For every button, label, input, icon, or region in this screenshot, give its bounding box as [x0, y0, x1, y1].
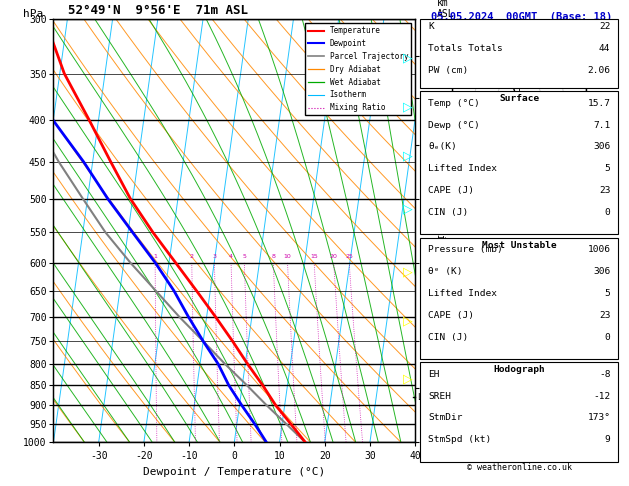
- Text: hPa: hPa: [23, 9, 43, 18]
- Text: Totals Totals: Totals Totals: [428, 44, 503, 53]
- X-axis label: Dewpoint / Temperature (°C): Dewpoint / Temperature (°C): [143, 467, 325, 477]
- Text: 306: 306: [593, 142, 610, 152]
- Text: 20: 20: [330, 254, 338, 259]
- Text: 15: 15: [310, 254, 318, 259]
- Text: 0: 0: [604, 208, 610, 217]
- Text: CIN (J): CIN (J): [428, 332, 469, 342]
- Text: 4: 4: [229, 254, 233, 259]
- Text: 22: 22: [599, 22, 610, 32]
- Text: 2: 2: [190, 254, 194, 259]
- Bar: [420, 19, 618, 88]
- Text: 10: 10: [284, 254, 291, 259]
- Text: -8: -8: [599, 370, 610, 379]
- Text: 8: 8: [271, 254, 276, 259]
- Text: ▷: ▷: [403, 373, 413, 385]
- Text: 3: 3: [213, 254, 216, 259]
- Text: Temp (°C): Temp (°C): [428, 99, 480, 108]
- Text: Most Unstable: Most Unstable: [482, 241, 557, 250]
- Text: 7.1: 7.1: [593, 121, 610, 130]
- Text: Lifted Index: Lifted Index: [428, 289, 497, 298]
- Text: LCL: LCL: [418, 393, 432, 402]
- Text: kt: kt: [452, 22, 462, 32]
- Text: 1006: 1006: [587, 245, 610, 254]
- Text: ▷: ▷: [403, 203, 413, 215]
- Text: CAPE (J): CAPE (J): [428, 311, 474, 320]
- Text: Hodograph: Hodograph: [493, 365, 545, 374]
- Text: 25: 25: [345, 254, 353, 259]
- Text: 1: 1: [153, 254, 157, 259]
- Text: Pressure (mb): Pressure (mb): [428, 245, 503, 254]
- Text: 05.05.2024  00GMT  (Base: 18): 05.05.2024 00GMT (Base: 18): [431, 12, 613, 22]
- Bar: [420, 91, 618, 235]
- Text: 0: 0: [604, 332, 610, 342]
- Legend: Temperature, Dewpoint, Parcel Trajectory, Dry Adiabat, Wet Adiabat, Isotherm, Mi: Temperature, Dewpoint, Parcel Trajectory…: [305, 23, 411, 115]
- Text: ▷: ▷: [403, 52, 413, 65]
- Text: SREH: SREH: [428, 392, 451, 400]
- Text: ▷: ▷: [403, 314, 413, 327]
- Bar: [420, 238, 618, 359]
- Text: 52°49'N  9°56'E  71m ASL: 52°49'N 9°56'E 71m ASL: [53, 4, 248, 17]
- Text: 9: 9: [604, 435, 610, 444]
- Text: K: K: [428, 22, 434, 32]
- Text: 2.06: 2.06: [587, 66, 610, 75]
- Text: 306: 306: [593, 267, 610, 276]
- Text: 15.7: 15.7: [587, 99, 610, 108]
- Text: 44: 44: [599, 44, 610, 53]
- Text: 23: 23: [599, 311, 610, 320]
- Y-axis label: Mixing Ratio (g/kg): Mixing Ratio (g/kg): [435, 175, 445, 287]
- Text: -12: -12: [593, 392, 610, 400]
- Text: 173°: 173°: [587, 414, 610, 422]
- Text: 5: 5: [242, 254, 247, 259]
- Bar: [420, 362, 618, 462]
- Text: 5: 5: [604, 289, 610, 298]
- Text: ▷: ▷: [403, 149, 413, 162]
- Text: θₑ(K): θₑ(K): [428, 142, 457, 152]
- Text: Lifted Index: Lifted Index: [428, 164, 497, 174]
- Text: ▷: ▷: [403, 101, 413, 113]
- Text: Dewp (°C): Dewp (°C): [428, 121, 480, 130]
- Text: CIN (J): CIN (J): [428, 208, 469, 217]
- Text: θᵉ (K): θᵉ (K): [428, 267, 462, 276]
- Text: ▷: ▷: [403, 266, 413, 278]
- Text: StmDir: StmDir: [428, 414, 462, 422]
- Text: 23: 23: [599, 186, 610, 195]
- Text: Surface: Surface: [499, 94, 539, 103]
- Text: CAPE (J): CAPE (J): [428, 186, 474, 195]
- Text: EH: EH: [428, 370, 440, 379]
- Text: © weatheronline.co.uk: © weatheronline.co.uk: [467, 463, 572, 472]
- Text: PW (cm): PW (cm): [428, 66, 469, 75]
- Text: StmSpd (kt): StmSpd (kt): [428, 435, 491, 444]
- Text: km
ASL: km ASL: [437, 0, 455, 18]
- Text: 5: 5: [604, 164, 610, 174]
